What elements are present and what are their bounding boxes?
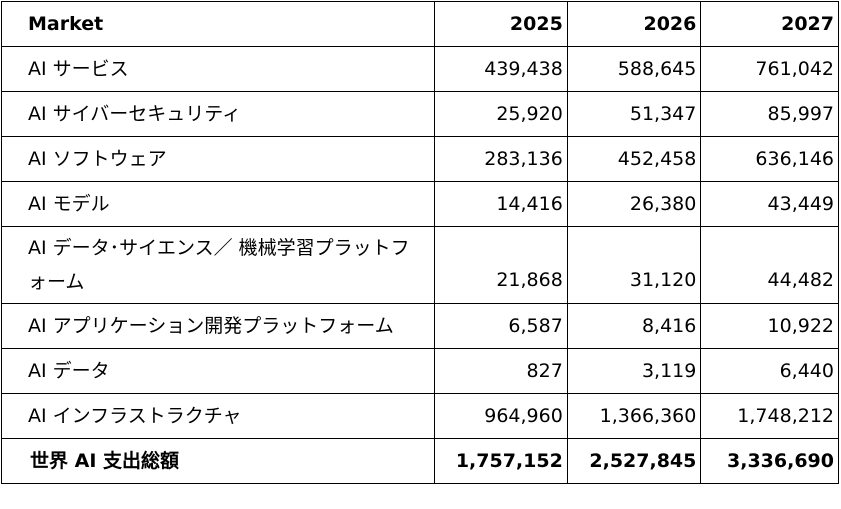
table-row: AI モデル 14,416 26,380 43,449 bbox=[0, 181, 839, 227]
table-row: AI サイバーセキュリティ 25,920 51,347 85,997 bbox=[0, 91, 839, 137]
row-value-2027: 636,146 bbox=[700, 136, 839, 182]
header-market: Market bbox=[0, 1, 436, 47]
row-value-2025: 6,587 bbox=[434, 303, 568, 349]
table-row: AI サービス 439,438 588,645 761,042 bbox=[0, 46, 839, 92]
row-value-2026: 51,347 bbox=[566, 91, 702, 137]
row-market-label: AI データ bbox=[0, 348, 436, 394]
total-value-2027: 3,336,690 bbox=[700, 438, 839, 484]
row-value-2027: 44,482 bbox=[700, 226, 839, 304]
header-year-2027: 2027 bbox=[700, 1, 839, 47]
row-value-2025: 827 bbox=[434, 348, 568, 394]
row-value-2025: 283,136 bbox=[434, 136, 568, 182]
row-value-2025: 14,416 bbox=[434, 181, 568, 227]
table-total-row: 世界 AI 支出総額 1,757,152 2,527,845 3,336,690 bbox=[0, 438, 839, 484]
row-value-2027: 10,922 bbox=[700, 303, 839, 349]
total-label: 世界 AI 支出総額 bbox=[0, 438, 436, 484]
market-spending-table: Market 2025 2026 2027 AI サービス 439,438 58… bbox=[0, 1, 839, 484]
row-value-2026: 31,120 bbox=[566, 226, 702, 304]
row-value-2025: 25,920 bbox=[434, 91, 568, 137]
total-value-2025: 1,757,152 bbox=[434, 438, 568, 484]
row-value-2026: 3,119 bbox=[566, 348, 702, 394]
row-market-label: AI ソフトウェア bbox=[0, 136, 436, 182]
row-market-label: AI サイバーセキュリティ bbox=[0, 91, 436, 137]
row-value-2027: 6,440 bbox=[700, 348, 839, 394]
table-row: AI ソフトウェア 283,136 452,458 636,146 bbox=[0, 136, 839, 182]
row-value-2027: 761,042 bbox=[700, 46, 839, 92]
row-value-2026: 452,458 bbox=[566, 136, 702, 182]
row-value-2025: 439,438 bbox=[434, 46, 568, 92]
row-value-2026: 8,416 bbox=[566, 303, 702, 349]
row-value-2027: 85,997 bbox=[700, 91, 839, 137]
row-market-label: AI インフラストラクチャ bbox=[0, 393, 436, 439]
row-market-label: AI アプリケーション開発プラットフォーム bbox=[0, 303, 436, 349]
row-value-2025: 964,960 bbox=[434, 393, 568, 439]
row-market-label: AI データ･サイエンス／ 機械学習プラットフォーム bbox=[0, 226, 436, 304]
table-row: AI インフラストラクチャ 964,960 1,366,360 1,748,21… bbox=[0, 393, 839, 439]
header-year-2026: 2026 bbox=[566, 1, 702, 47]
row-value-2025: 21,868 bbox=[434, 226, 568, 304]
row-market-label: AI サービス bbox=[0, 46, 436, 92]
header-year-2025: 2025 bbox=[434, 1, 568, 47]
row-value-2026: 588,645 bbox=[566, 46, 702, 92]
table-row: AI データ 827 3,119 6,440 bbox=[0, 348, 839, 394]
table-header-row: Market 2025 2026 2027 bbox=[0, 1, 839, 47]
row-value-2026: 26,380 bbox=[566, 181, 702, 227]
table-row: AI データ･サイエンス／ 機械学習プラットフォーム 21,868 31,120… bbox=[0, 226, 839, 304]
row-market-label: AI モデル bbox=[0, 181, 436, 227]
table-row: AI アプリケーション開発プラットフォーム 6,587 8,416 10,922 bbox=[0, 303, 839, 349]
row-value-2026: 1,366,360 bbox=[566, 393, 702, 439]
row-value-2027: 1,748,212 bbox=[700, 393, 839, 439]
row-value-2027: 43,449 bbox=[700, 181, 839, 227]
total-value-2026: 2,527,845 bbox=[566, 438, 702, 484]
